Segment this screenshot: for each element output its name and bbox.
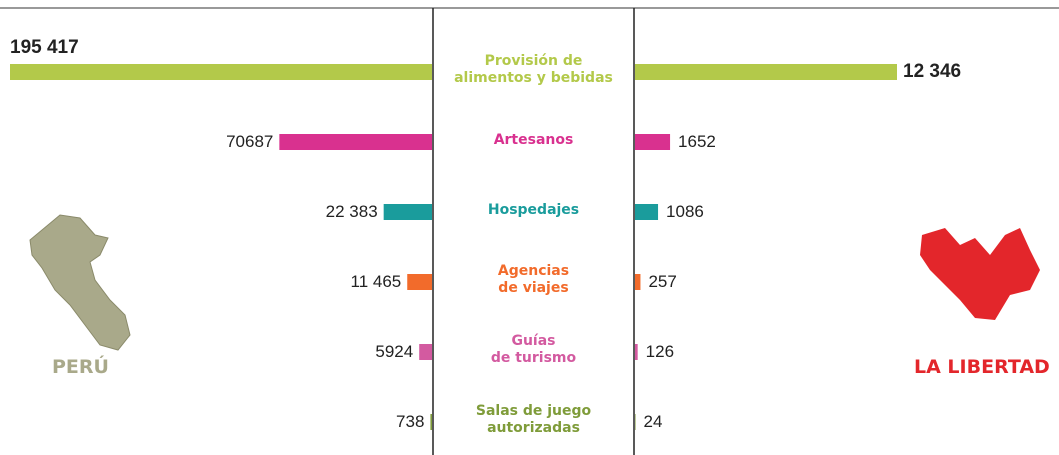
bar [430,414,432,430]
bar [635,134,671,150]
bar [635,414,636,430]
bar [383,204,432,220]
value-label: 12 346 [903,61,962,82]
value-label: 738 [396,412,425,431]
series-label: PERÚ [52,356,109,378]
bar [635,64,897,80]
bar [635,274,641,290]
value-label: 70687 [226,132,274,151]
value-label: 195 417 [10,37,79,58]
value-label: 22 383 [325,202,378,221]
category-label: Agencias de viajes [497,263,570,296]
series-label: LA LIBERTAD [914,356,1050,378]
category-label: Guías de turismo [490,333,577,366]
bar [279,134,432,150]
bar [419,344,432,360]
peru-map [29,214,131,351]
value-label: 1086 [666,202,704,221]
value-label: 5924 [375,342,414,361]
la-libertad-map [920,228,1040,320]
value-label: 257 [648,272,677,291]
bar [10,64,432,80]
category-label: Provisión de alimentos y bebidas [454,53,613,86]
value-label: 24 [643,412,663,431]
bar [635,204,659,220]
value-label: 1652 [678,132,716,151]
bar [635,344,638,360]
value-label: 126 [645,342,675,361]
category-label: Artesanos [493,131,574,148]
category-label: Salas de juego autorizadas [475,403,592,436]
value-label: 11 465 [350,272,402,291]
category-label: Hospedajes [487,201,580,218]
bar [407,274,432,290]
